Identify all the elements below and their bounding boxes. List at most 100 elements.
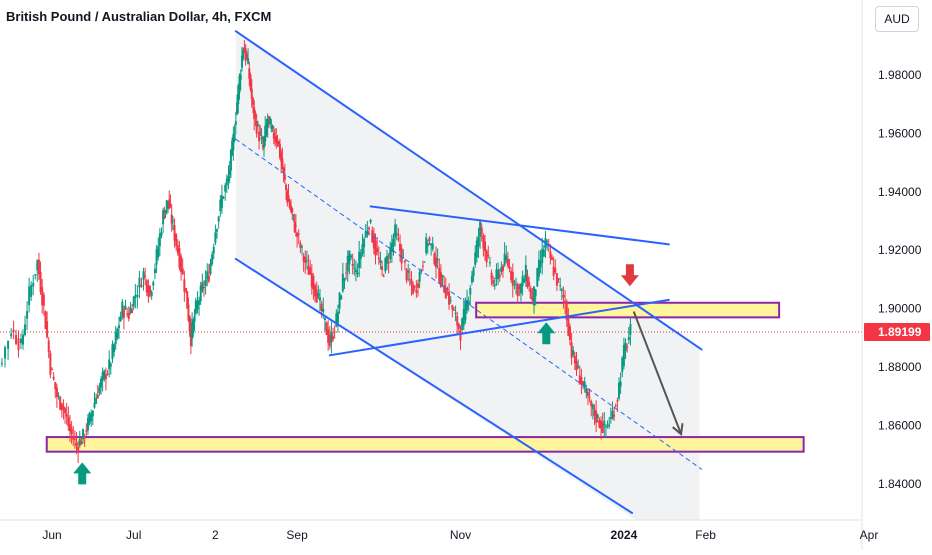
candle-body — [119, 316, 122, 322]
candle-body — [351, 263, 354, 267]
candle-body — [516, 283, 519, 296]
time-tick-label: Nov — [450, 528, 471, 542]
candle-body — [314, 285, 317, 297]
price-tick-label: 1.92000 — [878, 243, 922, 257]
candle-body — [131, 309, 134, 313]
candle-body — [104, 374, 107, 380]
candle-body — [91, 410, 94, 417]
candle-body — [233, 133, 236, 141]
candle-body — [194, 300, 197, 314]
candle-body — [590, 400, 593, 407]
projection-arrow-head[interactable] — [672, 423, 684, 437]
candle-body — [283, 174, 286, 180]
candle-body — [109, 363, 112, 367]
candle-body — [52, 376, 55, 380]
candle-body — [469, 287, 472, 295]
resistance-zone[interactable] — [475, 301, 781, 319]
candle-body — [96, 394, 99, 399]
candle-body — [415, 290, 418, 293]
candle-body — [54, 382, 57, 390]
candle-body — [376, 248, 379, 253]
candle-body — [577, 366, 580, 368]
candle-body — [209, 263, 212, 274]
candle-body — [122, 309, 125, 318]
candle-body — [269, 117, 272, 125]
candle-body — [546, 240, 549, 242]
candle-body — [132, 297, 135, 307]
support-zone[interactable] — [45, 436, 805, 453]
candle-body — [428, 237, 431, 242]
candle-body — [588, 396, 591, 398]
candle-body — [244, 48, 247, 61]
candle-body — [292, 214, 295, 216]
candle-body — [433, 253, 436, 264]
channel-midline[interactable] — [235, 138, 703, 470]
candle-body — [39, 271, 42, 292]
candle-body — [49, 353, 52, 375]
candle-body — [377, 257, 380, 260]
candle-body — [541, 248, 544, 264]
candle-body — [263, 137, 266, 148]
triangle-top-line[interactable] — [369, 205, 670, 246]
candle-body — [361, 244, 364, 254]
candle-body — [332, 336, 335, 340]
candle-body — [219, 199, 222, 212]
candle-body — [510, 271, 513, 281]
candle-body — [121, 301, 124, 317]
candle-body — [333, 331, 336, 333]
candle-body — [175, 234, 178, 246]
candle-body — [299, 243, 302, 248]
candle-body — [381, 266, 384, 271]
candle-body — [86, 418, 89, 431]
candle-body — [464, 302, 467, 321]
candle-body — [603, 420, 606, 426]
candle-body — [459, 330, 462, 341]
candle-body — [616, 400, 619, 402]
candle-body — [379, 259, 382, 263]
candle-body — [189, 326, 192, 347]
candle-body — [549, 251, 552, 259]
candle-body — [364, 231, 367, 238]
projection-arrow-line[interactable] — [632, 311, 683, 435]
candle-body — [88, 412, 91, 424]
candle-body — [475, 240, 478, 258]
candle-body — [330, 332, 333, 343]
candle-body — [593, 409, 596, 417]
candle-body — [572, 350, 575, 356]
candle-body — [624, 342, 627, 352]
currency-selector[interactable]: AUD — [875, 6, 919, 32]
candle-body — [170, 214, 173, 224]
candle-body — [320, 303, 323, 311]
candle-body — [573, 355, 576, 363]
candle-body — [529, 288, 532, 299]
candle-body — [250, 88, 253, 99]
candle-body — [60, 403, 63, 411]
candle-body — [317, 293, 320, 297]
candle-body — [169, 205, 172, 207]
candle-body — [325, 322, 328, 335]
candle-body — [188, 316, 191, 332]
candle-body — [242, 49, 245, 59]
lower-channel-line[interactable] — [234, 257, 634, 514]
candle-body — [457, 324, 460, 329]
candle-body — [390, 243, 393, 253]
candle-body — [199, 285, 202, 302]
candle-body — [560, 289, 563, 292]
candle-body — [287, 195, 290, 202]
candle-body — [462, 308, 465, 326]
candle-body — [231, 140, 234, 156]
candle-body — [297, 233, 300, 235]
candle-body — [240, 55, 243, 68]
candle-body — [260, 137, 263, 140]
candle-body — [192, 319, 195, 334]
candle-body — [255, 121, 258, 134]
candle-body — [500, 267, 503, 273]
candle-body — [196, 300, 199, 310]
candle-body — [288, 201, 291, 208]
candle-body — [591, 404, 594, 410]
triangle-bottom-line[interactable] — [328, 298, 670, 357]
upper-channel-line[interactable] — [234, 30, 703, 351]
candle-body — [493, 284, 496, 286]
